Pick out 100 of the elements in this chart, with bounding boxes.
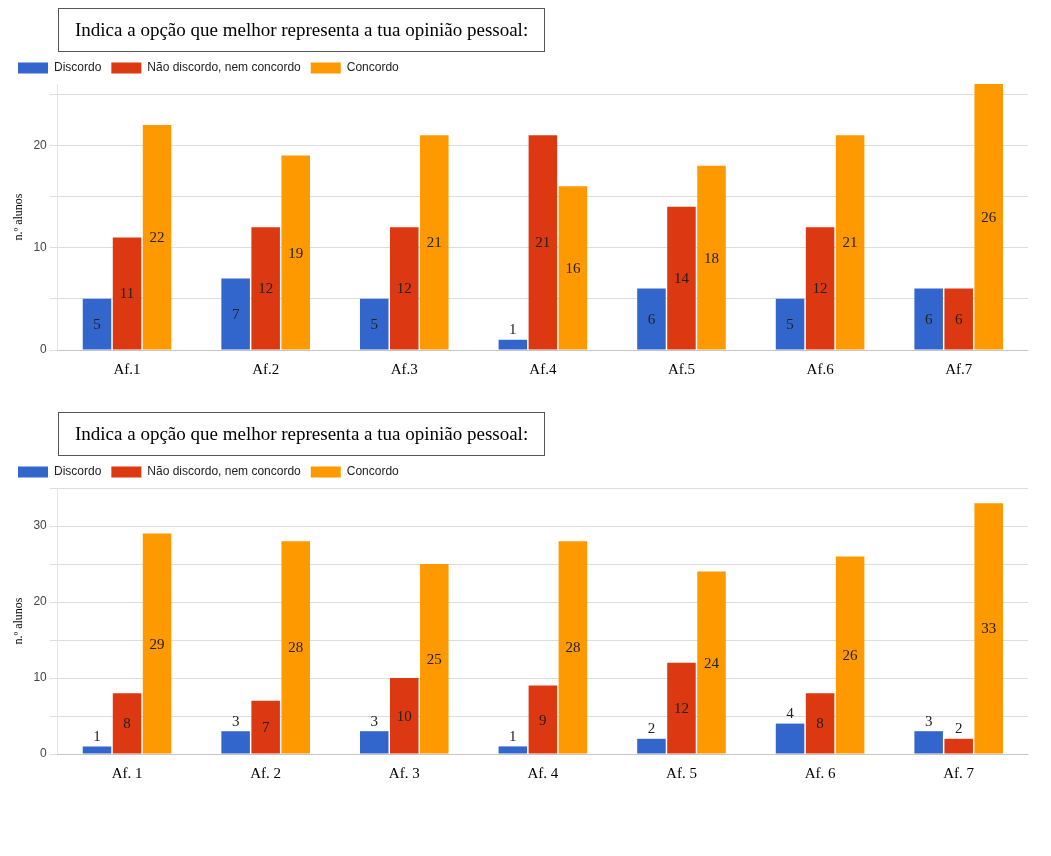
- y-tick-label: 10: [33, 670, 48, 685]
- x-tick-label: Af.2: [252, 360, 280, 377]
- legend-label: Discordo: [54, 464, 102, 479]
- data-label: 6: [954, 311, 963, 328]
- data-label: 2: [647, 720, 656, 737]
- x-tick-label: Af. 1: [111, 764, 143, 781]
- x-tick-label: Af.4: [529, 360, 557, 377]
- bar: [974, 84, 1003, 350]
- bar: [667, 662, 696, 754]
- bar: [775, 723, 805, 754]
- bar: [112, 693, 142, 754]
- data-label: 1: [93, 727, 101, 744]
- x-tick-label: Af.6: [806, 360, 835, 377]
- bar: [974, 503, 1003, 754]
- y-axis-title: n.º alunos: [11, 193, 26, 241]
- bar: [558, 541, 588, 754]
- x-tick-label: Af.7: [945, 360, 973, 377]
- x-tick-label: Af.5: [667, 360, 696, 377]
- bar: [498, 746, 528, 754]
- data-label: 26: [981, 208, 997, 225]
- bar: [142, 124, 172, 350]
- bar: [558, 186, 588, 350]
- y-tick-label: 0: [40, 746, 48, 761]
- bar: [697, 165, 726, 350]
- legend-label: Concordo: [346, 464, 400, 479]
- data-label: 8: [123, 715, 131, 732]
- y-axis-title: n.º alunos: [11, 597, 26, 645]
- data-label: 10: [396, 707, 412, 724]
- x-tick-label: Af.1: [113, 360, 141, 377]
- data-label: 1: [509, 727, 517, 744]
- data-label: 21: [535, 234, 551, 251]
- data-label: 14: [673, 270, 690, 287]
- bar: [142, 533, 172, 754]
- data-label: 7: [261, 719, 270, 736]
- x-tick-label: Af.3: [390, 360, 418, 377]
- bar: [944, 288, 973, 350]
- legend-label: Discordo: [54, 60, 102, 75]
- data-label: 19: [288, 244, 304, 261]
- bar: [82, 298, 112, 350]
- data-label: 16: [565, 259, 581, 276]
- legend-label: Concordo: [346, 60, 400, 75]
- data-label: 12: [673, 700, 689, 717]
- data-label: 18: [704, 249, 720, 266]
- bar: [221, 731, 250, 754]
- bar: [637, 288, 666, 350]
- data-label: 21: [426, 234, 442, 251]
- data-label: 1: [509, 321, 517, 338]
- data-label: 3: [370, 712, 378, 729]
- bar: [221, 278, 250, 350]
- data-label: 24: [704, 654, 720, 671]
- data-label: 29: [149, 635, 165, 652]
- bar: [775, 298, 805, 350]
- bar: [528, 685, 558, 754]
- data-label: 6: [924, 311, 933, 328]
- data-label: 12: [258, 280, 274, 297]
- chart-title: Indica a opção que melhor representa a tua opinião pessoal:: [58, 412, 546, 456]
- data-label: 5: [93, 316, 101, 333]
- bar: [281, 541, 310, 754]
- data-label: 7: [231, 305, 240, 322]
- bar: [944, 738, 973, 754]
- y-tick-label: 0: [40, 342, 48, 357]
- data-label: 6: [647, 311, 656, 328]
- bar: [390, 678, 419, 754]
- bar: [251, 227, 280, 350]
- bar: [251, 700, 280, 754]
- y-tick-label: 20: [33, 594, 48, 609]
- data-label: 5: [370, 316, 378, 333]
- y-tick-label: 30: [33, 518, 48, 533]
- legend-label: Não discordo, nem concordo: [147, 464, 302, 479]
- bar: [359, 731, 389, 754]
- bar: [359, 298, 389, 350]
- bar: [667, 206, 696, 350]
- y-tick-label: 20: [33, 137, 48, 152]
- x-tick-label: Af. 3: [388, 764, 420, 781]
- data-label: 3: [924, 712, 933, 729]
- x-tick-label: Af. 6: [804, 764, 836, 781]
- bar: [835, 556, 865, 754]
- bar: [498, 339, 528, 350]
- data-label: 9: [539, 711, 547, 728]
- bar: [420, 564, 449, 754]
- bar: [390, 227, 419, 350]
- data-label: 28: [288, 639, 304, 656]
- data-label: 12: [396, 280, 412, 297]
- bar: [637, 738, 666, 754]
- bar: [835, 135, 865, 350]
- data-label: 11: [119, 285, 135, 302]
- bar: [914, 731, 943, 754]
- data-label: 21: [842, 234, 858, 251]
- data-label: 12: [812, 280, 828, 297]
- bar: [528, 135, 558, 350]
- chart-title: Indica a opção que melhor representa a tua opinião pessoal:: [58, 8, 546, 52]
- bar: [805, 227, 835, 350]
- data-label: 8: [816, 715, 824, 732]
- x-tick-label: Af. 4: [527, 764, 559, 781]
- data-label: 5: [786, 316, 794, 333]
- x-tick-label: Af. 7: [943, 764, 975, 781]
- bar: [281, 155, 310, 350]
- legend-label: Não discordo, nem concordo: [147, 60, 302, 75]
- bar: [805, 693, 835, 754]
- bar: [82, 746, 112, 754]
